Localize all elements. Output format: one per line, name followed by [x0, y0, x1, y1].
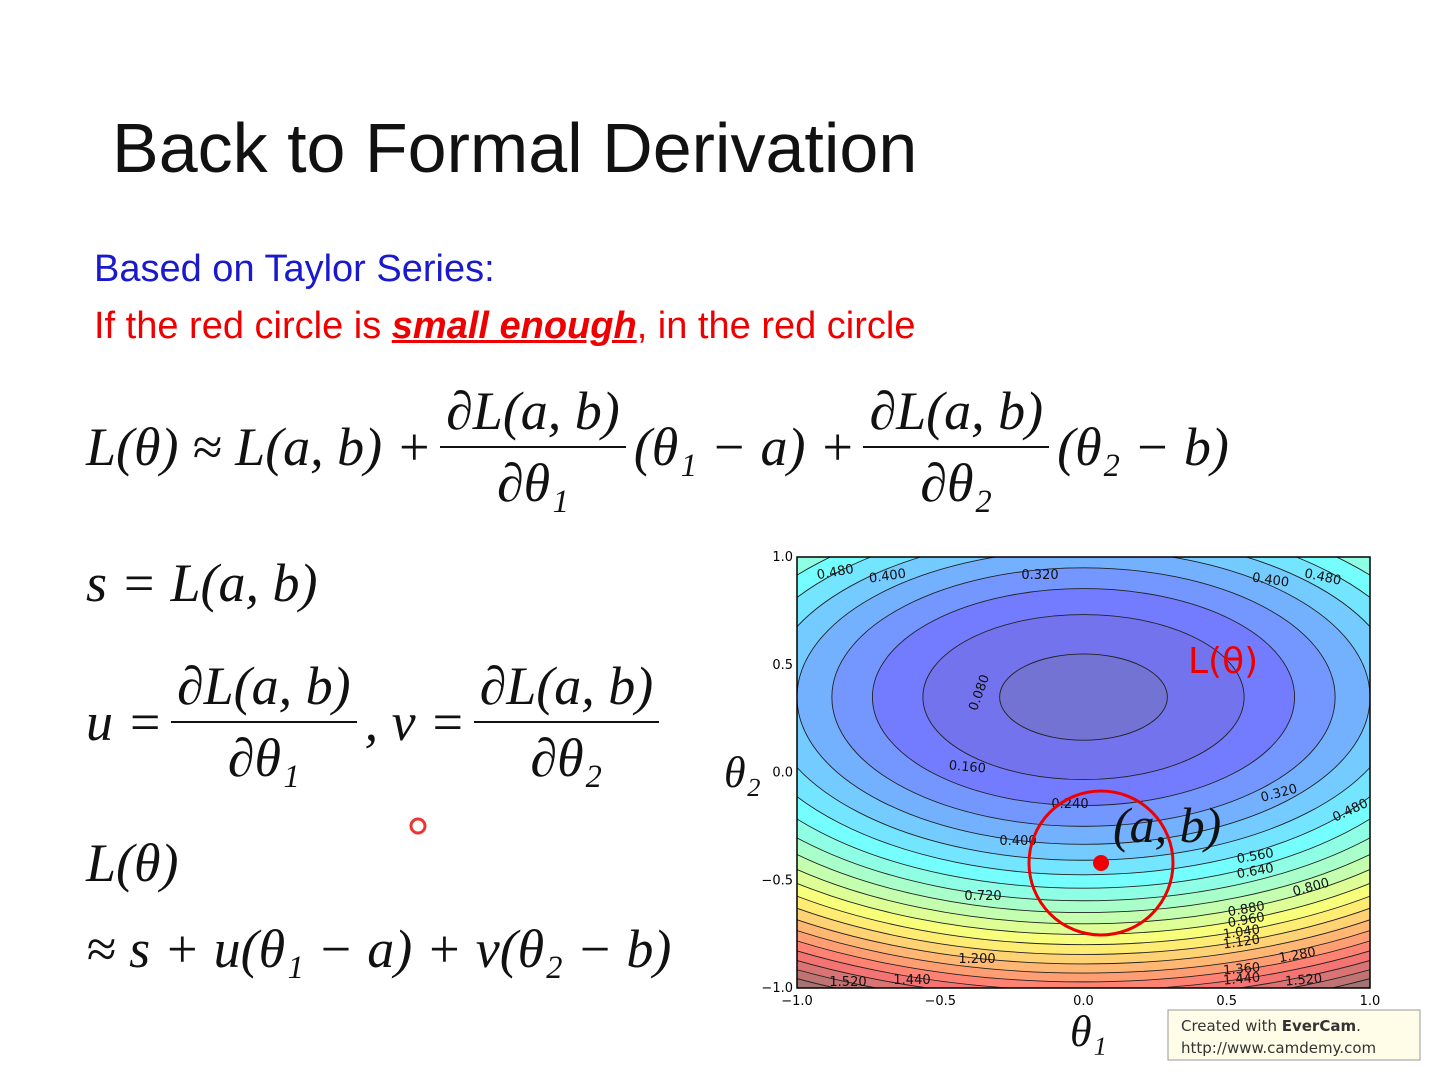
red-circle: [1027, 789, 1175, 937]
contour-label: 1.520: [1285, 971, 1323, 989]
equation: ≈ s + u(θ₁ − a) + v(θ₂ − b): [86, 918, 671, 980]
intro-line: Based on Taylor Series:: [94, 248, 495, 290]
numerator: ∂L(a, b): [170, 655, 357, 723]
contour-label: 0.640: [1236, 861, 1275, 882]
contour-label: 1.360: [1223, 960, 1261, 978]
emphasis: small enough: [391, 305, 637, 347]
point: [1093, 855, 1109, 871]
denominator: ∂θ₂: [530, 728, 603, 788]
point-label: (a, b): [1113, 797, 1221, 853]
term: (θ₁ − a) +: [633, 417, 856, 477]
fraction: ∂L(a, b) ∂θ₂: [863, 380, 1050, 514]
equation: s = L(a, b): [86, 552, 317, 614]
cursor-indicator: [409, 817, 427, 835]
denominator: ∂θ₁: [227, 728, 300, 788]
term: ≈ s + u(θ₁ − a) + v(θ₂ − b): [86, 919, 672, 979]
contour-label: 0.560: [1236, 846, 1275, 867]
x-tick-label: 0.0: [1073, 994, 1094, 1009]
contour-fill: [999, 653, 1168, 741]
contour-label: 1.440: [1223, 970, 1261, 988]
contour-label: 0.480: [816, 562, 855, 583]
plot-frame: [796, 556, 1371, 989]
watermark-box: [1167, 1009, 1421, 1061]
denominator: ∂θ₁: [496, 453, 569, 513]
contour-label: 0.960: [1227, 910, 1266, 931]
y-axis-label: θ₂: [724, 748, 761, 797]
fraction: ∂L(a, b) ∂θ₁: [170, 655, 357, 789]
x-tick-label: −0.5: [924, 994, 956, 1009]
contour-label: 1.040: [1222, 923, 1261, 943]
fraction: ∂L(a, b) ∂θ₁: [440, 380, 626, 514]
curve-label: L(θ): [1188, 641, 1258, 682]
equation: L(θ) ≈ L(a, b) + ∂L(a, b) ∂θ₁ (θ₁ − a) + …: [86, 380, 1229, 514]
fraction: ∂L(a, b) ∂θ₂: [473, 655, 660, 789]
x-tick-label: 0.5: [1216, 994, 1237, 1009]
y-tick-label: −0.5: [761, 873, 793, 888]
text: If the red circle is: [94, 305, 392, 347]
contour-label: 0.720: [964, 889, 1001, 904]
x-tick-label: −1.0: [781, 994, 813, 1009]
y-tick-label: 1.0: [772, 550, 793, 565]
text: .: [1356, 1017, 1361, 1035]
term: (θ₂ − b): [1057, 417, 1229, 477]
equation: u = ∂L(a, b) ∂θ₁ , v = ∂L(a, b) ∂θ₂: [86, 655, 667, 789]
equation: L(θ): [86, 832, 179, 894]
title: Back to Formal Derivation: [112, 109, 918, 187]
numerator: ∂L(a, b): [863, 380, 1050, 448]
contour-label: 1.120: [1222, 933, 1261, 953]
term: u =: [86, 692, 163, 752]
term: L(θ): [86, 833, 179, 893]
text: Created with: [1181, 1017, 1282, 1035]
intro-line: If the red circle is small enough, in th…: [94, 305, 915, 348]
numerator: ∂L(a, b): [473, 655, 660, 723]
term: , v =: [364, 692, 466, 752]
term: L(θ) ≈ L(a, b) +: [86, 417, 433, 477]
contour-label: 0.160: [948, 758, 986, 776]
term: s = L(a, b): [86, 553, 318, 613]
contour-label: 0.400: [999, 834, 1036, 849]
contour-label: 0.320: [1021, 568, 1058, 583]
y-tick-label: 0.5: [772, 658, 793, 673]
contour-label: 0.400: [1251, 571, 1290, 591]
x-tick-label: 1.0: [1360, 994, 1381, 1009]
y-tick-label: −1.0: [761, 981, 793, 996]
contour-label: 0.880: [1227, 899, 1266, 920]
contour-label: 1.520: [829, 975, 866, 990]
x-axis-label: θ₁: [1070, 1007, 1107, 1056]
watermark-line: http://www.camdemy.com: [1181, 1039, 1376, 1057]
contour-label: 1.200: [958, 952, 995, 967]
y-tick-label: 0.0: [772, 766, 793, 781]
numerator: ∂L(a, b): [440, 380, 626, 448]
contour-label: 0.400: [868, 567, 907, 587]
contour-label: 0.240: [1051, 797, 1088, 812]
text: , in the red circle: [636, 305, 916, 347]
watermark-line: Created with EverCam.: [1181, 1017, 1361, 1035]
contour-label: 1.280: [1278, 945, 1317, 966]
brand: EverCam: [1282, 1017, 1356, 1035]
contour-label: 1.440: [893, 973, 930, 988]
denominator: ∂θ₂: [920, 453, 993, 513]
